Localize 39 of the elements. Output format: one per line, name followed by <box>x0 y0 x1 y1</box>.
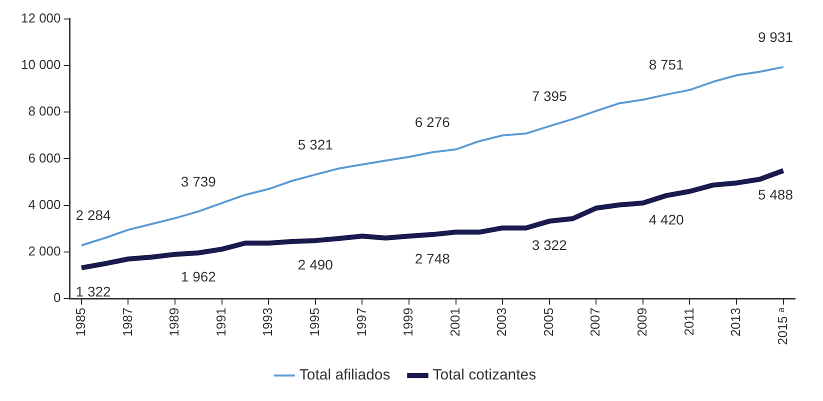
x-tick-label: 1985 <box>73 308 88 337</box>
data-label: 5 321 <box>298 136 334 152</box>
data-label: 2 748 <box>414 250 450 266</box>
x-tick-label: 2009 <box>634 308 650 337</box>
x-tick-label: 2001 <box>447 308 462 337</box>
data-label: 2 284 <box>76 207 112 224</box>
data-label: 1 962 <box>180 268 216 285</box>
x-tick-label: 1993 <box>260 308 276 337</box>
x-tick-label: 1999 <box>400 308 416 337</box>
y-tick-label: 0 <box>54 290 61 306</box>
legend-label: Total cotizantes <box>432 366 536 384</box>
data-label: 3 322 <box>532 237 568 254</box>
x-tick-label: 1989 <box>166 308 182 337</box>
x-tick-label: 1995 <box>306 308 322 337</box>
x-tick-label: 1991 <box>213 308 228 337</box>
x-tick-label: 2013 <box>728 308 744 337</box>
y-tick-label: 6 000 <box>28 150 61 166</box>
data-label: 5 488 <box>758 186 794 203</box>
data-label: 1 322 <box>76 284 112 300</box>
data-label: 9 931 <box>758 28 794 45</box>
data-label: 2 490 <box>298 256 334 272</box>
x-tick-label: 2005 <box>540 308 556 337</box>
data-label: 7 395 <box>532 88 568 104</box>
x-tick-label: 2003 <box>494 308 510 337</box>
legend-label: Total afiliados <box>299 366 390 384</box>
data-label: 8 751 <box>648 56 684 72</box>
y-tick-label: 12 000 <box>20 10 61 26</box>
y-tick-label: 2 000 <box>28 244 61 259</box>
x-tick-label: 1997 <box>354 308 369 337</box>
data-label: 4 420 <box>648 211 684 228</box>
data-label: 6 276 <box>414 114 450 130</box>
x-tick-label: 2011 <box>681 308 696 336</box>
y-tick-label: 10 000 <box>20 57 61 72</box>
y-tick-label: 8 000 <box>28 104 61 119</box>
x-tick-label: 2007 <box>588 308 603 337</box>
data-label: 3 739 <box>180 173 216 190</box>
x-tick-label: 1987 <box>120 308 135 337</box>
y-tick-label: 4 000 <box>28 196 61 212</box>
x-tick-label: 2015 ᵃ <box>774 307 790 346</box>
